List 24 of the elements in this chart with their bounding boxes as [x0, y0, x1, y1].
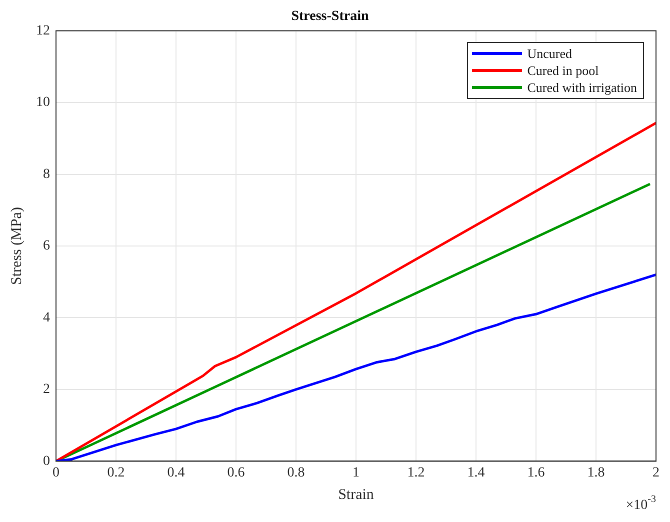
x-tick-label: 1.6	[527, 465, 545, 480]
y-tick-label: 2	[43, 382, 50, 398]
x-axis-title: Strain	[338, 486, 374, 503]
x-tick-label: 0.2	[107, 465, 125, 480]
y-tick-label: 4	[43, 310, 50, 326]
legend-label: Cured in pool	[527, 62, 599, 79]
x-tick-label: 2	[652, 465, 660, 480]
x-tick-label: 0.6	[227, 465, 245, 480]
y-tick-label: 0	[43, 454, 50, 469]
y-axis-title: Stress (MPa)	[8, 207, 25, 285]
x-tick-label: 0	[52, 465, 60, 480]
x-tick-label: 1.8	[587, 465, 605, 480]
x-tick-label: 0.8	[287, 465, 305, 480]
x-tick-label: 0.4	[167, 465, 185, 480]
y-tick-label: 10	[36, 95, 50, 110]
y-tick-label: 12	[36, 23, 50, 38]
y-tick-label: 6	[43, 238, 50, 254]
y-tick-label: 8	[43, 166, 50, 182]
legend-label: Uncured	[527, 44, 572, 62]
x-tick-label: 1.2	[407, 465, 425, 480]
legend-label: Cured with irrigation	[527, 78, 637, 96]
x-tick-label: 1	[352, 465, 360, 480]
x-tick-label: 1.4	[467, 465, 485, 480]
chart-title: Stress-Strain	[291, 9, 369, 24]
